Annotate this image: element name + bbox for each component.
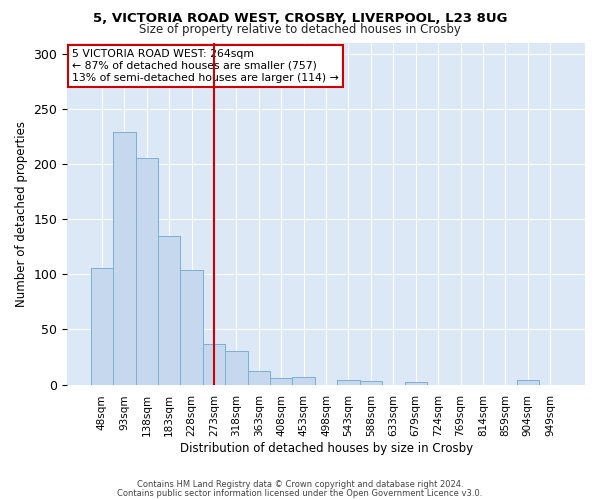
Y-axis label: Number of detached properties: Number of detached properties [15,120,28,306]
Bar [517,380,539,384]
Bar [292,377,315,384]
Bar [203,344,225,385]
Bar [181,270,203,384]
Bar [158,236,181,384]
Bar [248,372,270,384]
Bar [404,382,427,384]
Bar [91,268,113,384]
X-axis label: Distribution of detached houses by size in Crosby: Distribution of detached houses by size … [179,442,473,455]
Bar [337,380,360,384]
Text: 5, VICTORIA ROAD WEST, CROSBY, LIVERPOOL, L23 8UG: 5, VICTORIA ROAD WEST, CROSBY, LIVERPOOL… [93,12,507,26]
Bar [113,132,136,384]
Bar [225,352,248,384]
Text: Contains HM Land Registry data © Crown copyright and database right 2024.: Contains HM Land Registry data © Crown c… [137,480,463,489]
Bar [136,158,158,384]
Text: Size of property relative to detached houses in Crosby: Size of property relative to detached ho… [139,22,461,36]
Text: 5 VICTORIA ROAD WEST: 264sqm
← 87% of detached houses are smaller (757)
13% of s: 5 VICTORIA ROAD WEST: 264sqm ← 87% of de… [73,50,339,82]
Bar [270,378,292,384]
Bar [360,382,382,384]
Text: Contains public sector information licensed under the Open Government Licence v3: Contains public sector information licen… [118,488,482,498]
